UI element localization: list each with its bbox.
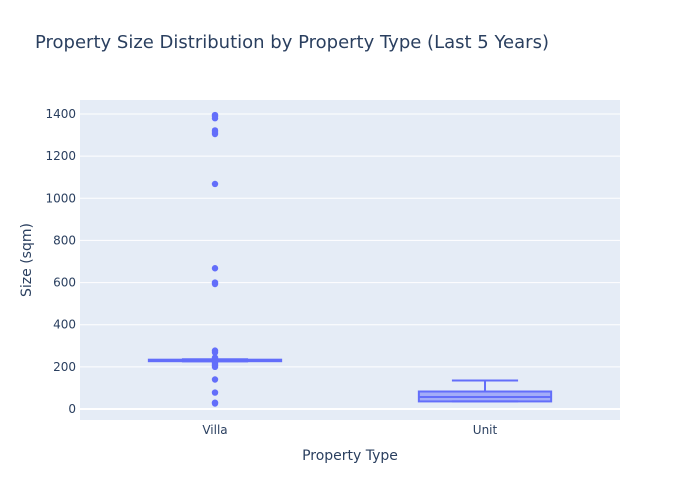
outlier-point xyxy=(211,280,219,288)
outlier-point xyxy=(211,376,219,383)
y-tick-label: 1200 xyxy=(45,149,76,163)
y-axis-ticks: 0 200 400 600 800 1000 1200 1400 xyxy=(45,107,76,416)
gridlines xyxy=(80,113,620,410)
outlier-point xyxy=(211,130,219,138)
outlier-point xyxy=(211,400,219,407)
outlier-point xyxy=(211,349,219,356)
outlier-point xyxy=(211,389,219,396)
x-tick-label: Villa xyxy=(202,423,227,437)
outlier-point xyxy=(211,115,219,122)
outlier-point xyxy=(211,180,219,188)
chart-title: Property Size Distribution by Property T… xyxy=(35,32,549,53)
plot-area-background xyxy=(80,100,620,420)
y-axis-title: Size (sqm) xyxy=(19,223,35,297)
y-tick-label: 600 xyxy=(53,276,76,290)
y-tick-label: 0 xyxy=(68,402,76,416)
y-tick-label: 800 xyxy=(53,233,76,247)
outlier-point xyxy=(211,363,219,371)
boxes xyxy=(147,111,553,407)
x-axis-title: Property Type xyxy=(302,448,398,464)
box-villa xyxy=(147,111,283,407)
box-unit xyxy=(417,379,553,403)
y-tick-label: 1400 xyxy=(45,107,76,121)
outlier-point xyxy=(211,265,219,272)
y-tick-label: 1000 xyxy=(45,191,76,205)
y-tick-label: 200 xyxy=(53,360,76,374)
y-tick-label: 400 xyxy=(53,318,76,332)
x-tick-label: Unit xyxy=(473,423,498,437)
x-axis-ticks: Villa Unit xyxy=(202,423,497,437)
